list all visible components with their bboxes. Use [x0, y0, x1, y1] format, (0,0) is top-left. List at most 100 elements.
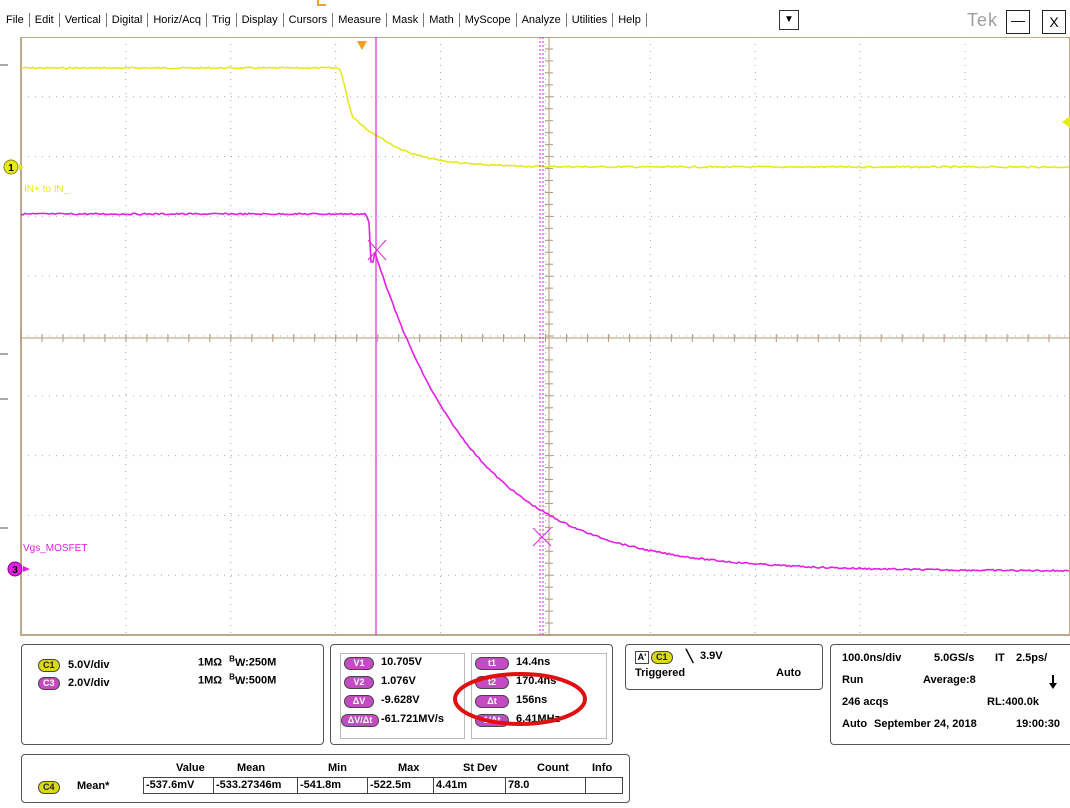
ch1-settings-row[interactable]: C1 5.0V/div — [38, 655, 110, 673]
time: 19:00:30 — [1016, 718, 1061, 730]
average-setting: Average:8 — [923, 674, 976, 686]
ch3-badge: C3 — [38, 677, 60, 690]
measurement-name: Mean* — [77, 780, 110, 792]
highlight-ellipse — [453, 672, 587, 726]
ch1-bw-prefix: BW — [229, 654, 246, 669]
chevron-down-icon: ▼ — [784, 14, 794, 25]
header-info: Info — [592, 762, 613, 774]
minimize-icon: — — [1011, 12, 1025, 28]
sample-interval: 2.5ps/ — [1016, 652, 1048, 664]
trigger-position-marker — [357, 41, 367, 50]
v2-value: 1.076V — [381, 675, 416, 687]
header-min: Min — [328, 762, 347, 774]
menu-math[interactable]: Math — [424, 13, 460, 27]
header-max: Max — [398, 762, 420, 774]
menu-accent-mark — [317, 0, 326, 6]
menu-bar: File Edit Vertical Digital Horiz/Acq Tri… — [0, 0, 1070, 37]
menu-digital[interactable]: Digital — [107, 13, 149, 27]
menu-dropdown-button[interactable]: ▼ — [779, 10, 799, 30]
cell-stdev: 4.41m — [433, 777, 505, 794]
menu-vertical[interactable]: Vertical — [60, 13, 107, 27]
dv-badge: ΔV — [344, 695, 374, 708]
ch3-coupling: 1MΩ — [198, 674, 223, 687]
ch3-scale: 2.0V/div — [67, 677, 110, 689]
cell-info — [585, 777, 623, 794]
menu-trig[interactable]: Trig — [207, 13, 237, 27]
ch1-bandwidth: :250M — [245, 656, 277, 669]
v1-value: 10.705V — [381, 656, 422, 668]
cursor-readout-box[interactable]: V1 10.705V V2 1.076V ΔV -9.628V ΔV/Δt -6… — [330, 644, 613, 745]
trigger-mode: Auto — [776, 667, 802, 679]
t1-badge: t1 — [475, 657, 509, 670]
minimize-button[interactable]: — — [1006, 10, 1030, 34]
ch3-coupling-bw: 1MΩ BW:500M — [198, 672, 276, 687]
sample-rate: 5.0GS/s — [934, 652, 975, 664]
menu-mask[interactable]: Mask — [387, 13, 425, 27]
close-button[interactable]: X — [1042, 10, 1066, 34]
acquisition-count: 246 acqs — [842, 696, 889, 708]
ch1-scale: 5.0V/div — [67, 659, 110, 671]
t1-value: 14.4ns — [516, 656, 551, 668]
dt-value: 156ns — [516, 694, 548, 706]
ch1-coupling: 1MΩ — [198, 656, 223, 669]
cell-max: -522.5m — [367, 777, 433, 794]
header-count: Count — [537, 762, 569, 774]
run-indicator-icon — [1049, 675, 1057, 689]
waveform-display[interactable]: 1 3 IN+ to IN_ Vgs_MOSFET — [0, 37, 1070, 638]
cell-min: -541.8m — [297, 777, 367, 794]
ch1-waveform — [20, 66, 1070, 169]
record-length: RL:400.0k — [987, 696, 1039, 708]
measurement-table[interactable]: Value Mean Min Max St Dev Count Info C4 … — [21, 754, 630, 803]
trigger-source-badge: C1 — [651, 651, 673, 664]
menu-edit[interactable]: Edit — [30, 13, 60, 27]
ch3-bandwidth: :500M — [245, 674, 277, 687]
menu-display[interactable]: Display — [237, 13, 284, 27]
menu-horiz-acq[interactable]: Horiz/Acq — [148, 13, 208, 27]
trigger-box[interactable]: A' C1 ╲ 3.9V Triggered Auto — [625, 644, 823, 690]
cell-count: 78.0 — [505, 777, 585, 794]
ch3-bw-prefix: BW — [229, 672, 246, 687]
trigger-level: 3.9V — [700, 650, 723, 662]
ch1-badge: C1 — [38, 659, 60, 672]
trigger-state: Triggered — [635, 667, 686, 679]
falling-edge-icon: ╲ — [686, 649, 694, 663]
menu-measure[interactable]: Measure — [333, 13, 387, 27]
cursor-crosshairs — [367, 239, 552, 547]
menu-utilities[interactable]: Utilities — [567, 13, 614, 27]
ch1-marker-label: 1 — [8, 163, 14, 174]
menu-file[interactable]: File — [6, 13, 30, 27]
ch3-settings-row[interactable]: C3 2.0V/div — [38, 673, 110, 691]
ch3-marker-label: 3 — [12, 565, 18, 576]
cell-mean: -533.27346m — [213, 777, 297, 794]
cursor-t-group — [471, 653, 607, 739]
header-value: Value — [176, 762, 205, 774]
ch3-trace-label: Vgs_MOSFET — [23, 543, 87, 554]
ch3-waveform — [20, 212, 1070, 573]
menu-myscope[interactable]: MyScope — [460, 13, 517, 27]
trigger-level-marker — [1062, 116, 1070, 128]
trigger-tag: A' — [635, 651, 649, 664]
menu-items: File Edit Vertical Digital Horiz/Acq Tri… — [6, 10, 647, 30]
ch1-coupling-bw: 1MΩ BW:250M — [198, 654, 276, 669]
v2-badge: V2 — [344, 676, 374, 689]
menu-analyze[interactable]: Analyze — [517, 13, 567, 27]
channel-settings-box: C1 5.0V/div 1MΩ BW:250M C3 2.0V/div 1MΩ … — [21, 644, 324, 745]
v1-badge: V1 — [344, 657, 374, 670]
cell-value: -537.6mV — [143, 777, 213, 794]
ch1-trace-label: IN+ to IN_ — [24, 184, 70, 195]
waveform-canvas: 1 3 IN+ to IN_ Vgs_MOSFET — [0, 37, 1070, 638]
date: September 24, 2018 — [874, 718, 977, 730]
cursor-v-group — [340, 653, 465, 739]
menu-cursors[interactable]: Cursors — [284, 13, 334, 27]
ch1-ground-marker: 1 — [3, 159, 24, 175]
header-stdev: St Dev — [463, 762, 498, 774]
close-icon: X — [1049, 14, 1059, 30]
dt-badge: Δt — [475, 695, 509, 708]
dvdt-value: -61.721MV/s — [381, 713, 444, 725]
timebase: 100.0ns/div — [842, 652, 902, 664]
dv-value: -9.628V — [381, 694, 420, 706]
menu-help[interactable]: Help — [613, 13, 647, 27]
tek-logo: Tek — [967, 10, 999, 30]
acquisition-box[interactable]: 100.0ns/div 5.0GS/s IT 2.5ps/ Run Averag… — [830, 644, 1070, 745]
